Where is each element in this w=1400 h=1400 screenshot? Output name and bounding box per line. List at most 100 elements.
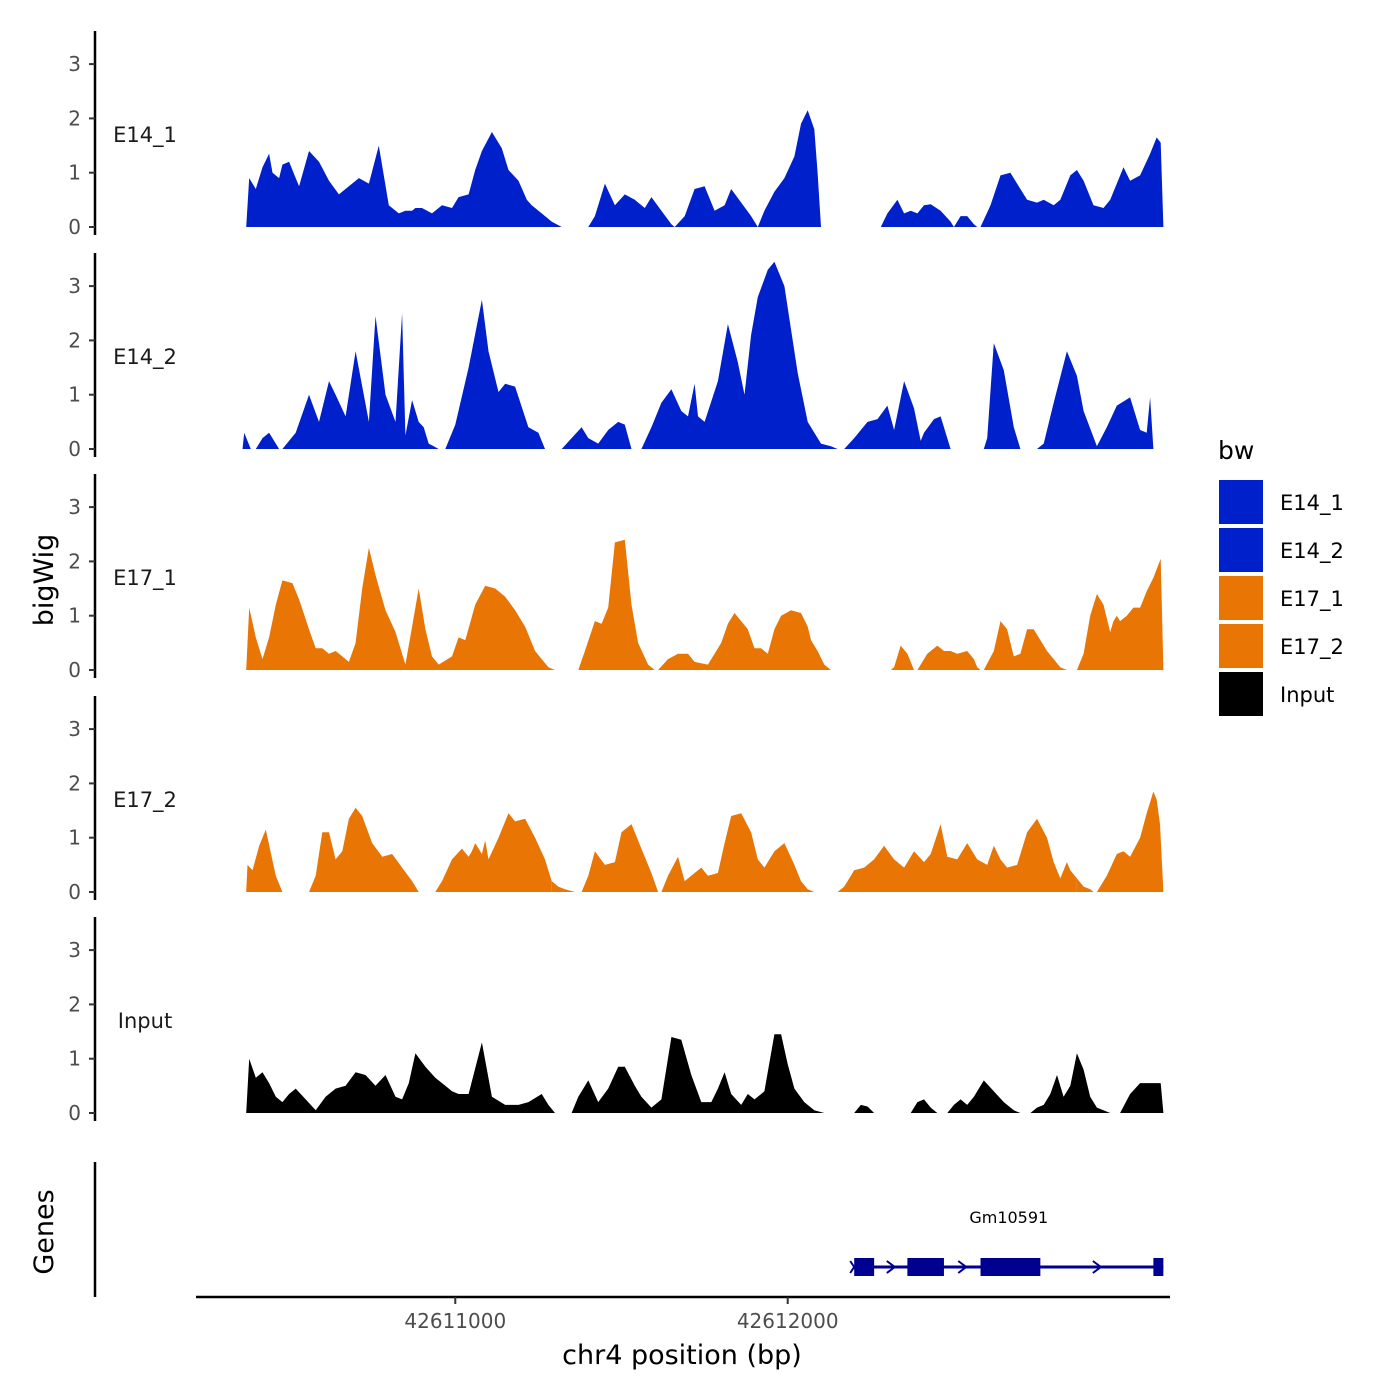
y-tick-label: 1 [68, 604, 81, 628]
gene-label: Gm10591 [969, 1208, 1048, 1227]
coverage-area [890, 645, 914, 670]
genes-axis-title: Genes [29, 1189, 60, 1274]
y-tick-label: 0 [68, 437, 81, 461]
coverage-area [757, 110, 821, 227]
y-tick-label: 3 [68, 495, 81, 519]
y-tick-label: 1 [68, 826, 81, 850]
coverage-area [588, 183, 675, 227]
y-tick-label: 0 [68, 880, 81, 904]
coverage-area [880, 199, 954, 227]
coverage-area [246, 1042, 555, 1113]
strand-arrow [886, 1260, 897, 1274]
legend-label: E14_1 [1280, 491, 1344, 516]
coverage-area [435, 813, 552, 892]
coverage-area [1076, 558, 1164, 670]
coverage-area [561, 421, 632, 449]
coverage-area [983, 343, 1021, 449]
track-label: E17_1 [113, 566, 177, 591]
track-label: Input [118, 1009, 172, 1033]
coverage-area [641, 261, 845, 449]
coverage-area [246, 132, 571, 227]
y-tick-label: 1 [68, 383, 81, 407]
y-tick-label: 2 [68, 992, 81, 1016]
x-tick-label: 42611000 [404, 1309, 506, 1333]
gene-exon [1153, 1258, 1164, 1276]
coverage-area [242, 432, 253, 449]
gene-exon [907, 1258, 944, 1276]
legend-swatch [1219, 528, 1263, 572]
strand-arrow [957, 1260, 968, 1274]
legend-label: Input [1280, 683, 1334, 707]
track-label: E14_2 [113, 345, 177, 370]
y-tick-label: 3 [68, 274, 81, 298]
coverage-area [309, 807, 419, 892]
legend-swatch [1219, 672, 1263, 716]
track-E17_1: 0 1 2 3 E17_1 [68, 474, 1164, 682]
y-tick-label: 1 [68, 161, 81, 185]
gene-start-marker [849, 1260, 860, 1274]
y-tick-label: 2 [68, 549, 81, 573]
coverage-area [1096, 791, 1164, 892]
gene-exon [980, 1258, 1041, 1276]
coverage-area [246, 829, 283, 892]
track-E14_2: 0 1 2 3 E14_2 [68, 253, 1154, 461]
gene-Gm10591: Gm10591 [849, 1208, 1164, 1276]
legend-title: bw [1218, 436, 1254, 465]
coverage-area [246, 547, 555, 670]
coverage-area [844, 381, 951, 449]
coverage-area [917, 645, 981, 670]
coverage-area [953, 216, 978, 227]
coverage-area [658, 610, 831, 670]
coverage-area [983, 621, 1074, 670]
y-tick-label: 2 [68, 328, 81, 352]
tracks-layer: 0 1 2 3 E14_1 0 1 2 3 E14_2 0 1 2 3 E17_1 0 1 2 3 E17_2 0 1 2 3… [68, 31, 1164, 1125]
gene-exon [854, 1258, 875, 1276]
coverage-area [947, 1080, 1021, 1113]
coverage-area [980, 137, 1164, 227]
legend-swatch [1219, 480, 1263, 524]
coverage-area [551, 881, 575, 892]
coverage-area [578, 539, 655, 670]
coverage-area [837, 818, 1077, 892]
strand-arrow [1092, 1260, 1103, 1274]
coverage-area [661, 813, 815, 892]
genes-track: Gm10591 [93, 1162, 1164, 1297]
track-label: E17_2 [113, 788, 177, 813]
track-E14_1: 0 1 2 3 E14_1 [68, 31, 1164, 239]
y-tick-label: 1 [68, 1047, 81, 1071]
coverage-area [1120, 1083, 1164, 1113]
legend-label: E17_1 [1280, 587, 1344, 612]
legend-swatch [1219, 624, 1263, 668]
coverage-area [255, 432, 280, 449]
legend-label: E17_2 [1280, 635, 1344, 660]
coverage-area [571, 1034, 825, 1113]
legend-swatch [1219, 576, 1263, 620]
legend: bw E14_1 E14_2 E17_1 E17_2 Input [1218, 436, 1344, 716]
x-tick-label: 42612000 [737, 1309, 839, 1333]
legend-label: E14_2 [1280, 539, 1344, 564]
coverage-area [1037, 351, 1154, 449]
y-axis-title: bigWig [29, 534, 60, 627]
y-tick-label: 0 [68, 215, 81, 239]
y-tick-label: 2 [68, 771, 81, 795]
track-Input: 0 1 2 3 Input [68, 917, 1164, 1125]
coverage-area [854, 1104, 875, 1113]
x-axis: 42611000 42612000 [196, 1295, 1170, 1333]
coverage-area [445, 299, 545, 449]
track-E17_2: 0 1 2 3 E17_2 [68, 696, 1164, 904]
coverage-area [674, 186, 758, 227]
y-tick-label: 3 [68, 717, 81, 741]
coverage-area [1076, 878, 1094, 892]
coverage-area [282, 313, 439, 449]
y-tick-label: 0 [68, 658, 81, 682]
y-tick-label: 2 [68, 106, 81, 130]
coverage-area [1030, 1053, 1111, 1113]
coverage-area [910, 1099, 938, 1113]
coverage-area [581, 824, 659, 892]
x-axis-title: chr4 position (bp) [562, 1340, 802, 1371]
y-tick-label: 3 [68, 938, 81, 962]
track-label: E14_1 [113, 123, 177, 148]
y-tick-label: 0 [68, 1101, 81, 1125]
y-tick-label: 3 [68, 52, 81, 76]
